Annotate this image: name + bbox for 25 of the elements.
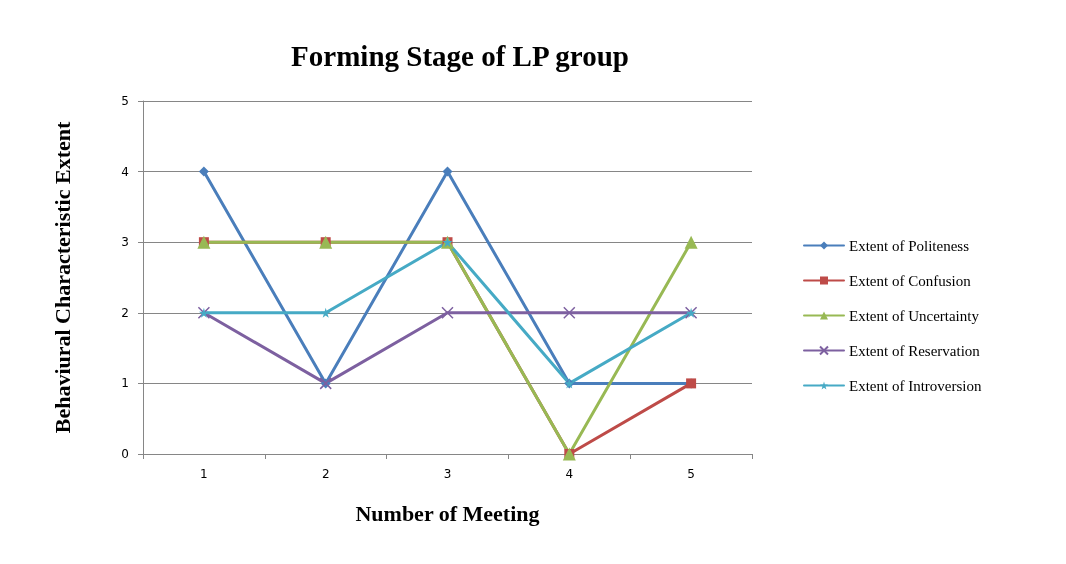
y-tick-label: 4 <box>121 164 129 179</box>
y-tick-label: 1 <box>121 376 129 391</box>
x-tick-label: 5 <box>687 467 695 481</box>
point <box>320 307 331 318</box>
y-tick-label: 0 <box>121 447 129 461</box>
point <box>198 166 209 177</box>
point <box>442 166 453 177</box>
y-tick-label: 3 <box>121 235 129 250</box>
point <box>441 306 454 320</box>
x-axis-title: Number of Meeting <box>355 500 540 526</box>
x-tick-label: 4 <box>565 467 574 481</box>
legend-label: Extent of Reservation <box>849 342 981 359</box>
y-tick-label: 2 <box>121 305 129 320</box>
y-axis-title: Behaviural Characteristic Extent <box>49 121 75 434</box>
x-tick-label: 2 <box>321 467 330 481</box>
point <box>563 306 576 320</box>
chart-title: Forming Stage of LP group <box>291 39 629 72</box>
y-tick-label: 5 <box>121 94 129 108</box>
point <box>684 235 698 249</box>
legend-label: Extent of Uncertainty <box>849 307 980 324</box>
legend-label: Extent of Introversion <box>849 377 982 394</box>
x-tick-label: 1 <box>200 467 208 481</box>
legend-label: Extent of Politeness <box>849 237 970 254</box>
legend-label: Extent of Confusion <box>849 272 972 289</box>
x-tick-label: 3 <box>443 467 452 481</box>
